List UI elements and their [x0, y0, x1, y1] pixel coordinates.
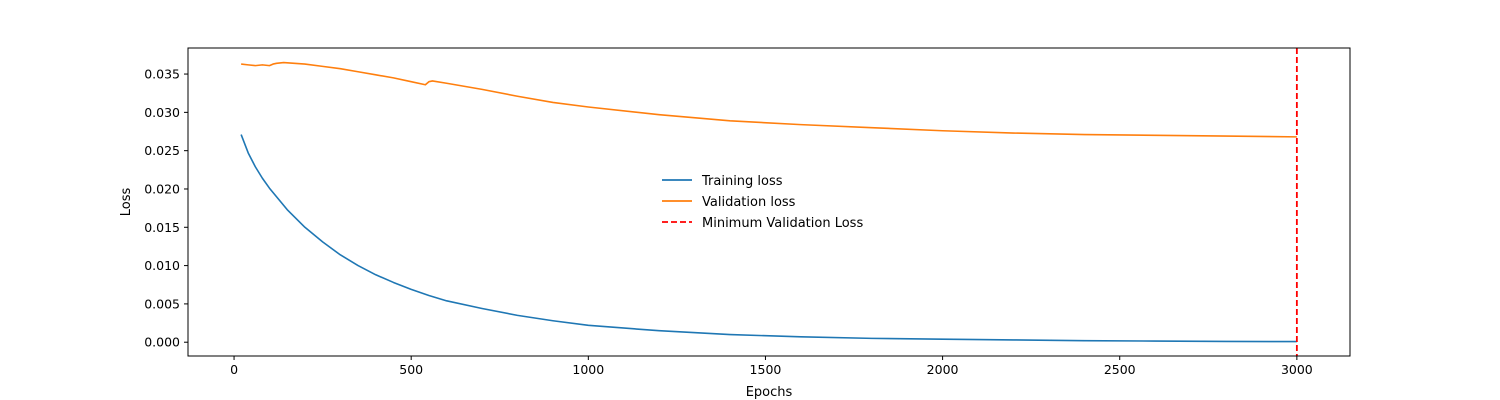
y-axis-label: Loss [119, 188, 134, 217]
x-tick-label: 3000 [1281, 362, 1313, 377]
x-tick-label: 500 [399, 362, 423, 377]
x-tick-label: 1500 [750, 362, 782, 377]
x-tick-label: 0 [230, 362, 238, 377]
x-axis-label: Epochs [746, 385, 793, 400]
series-line-validation-loss [241, 61, 1297, 138]
series-line-training-loss [240, 134, 1297, 343]
legend-label-validation-loss: Validation loss [702, 195, 796, 210]
y-tick-label: 0.020 [144, 181, 180, 196]
x-tick-label: 2500 [1104, 362, 1136, 377]
y-tick-label: 0.005 [144, 296, 180, 311]
y-tick-label: 0.015 [144, 220, 180, 235]
plot-area [188, 48, 1350, 356]
legend: Training loss Validation loss Minimum Vali… [662, 174, 863, 231]
y-tick-label: 0.000 [144, 335, 180, 350]
y-tick-label: 0.030 [144, 105, 180, 120]
y-axis-ticks: 0.000 0.005 0.010 0.015 0.020 0.025 0.030 0.035 [144, 67, 188, 350]
x-tick-label: 2000 [927, 362, 959, 377]
y-tick-label: 0.025 [144, 143, 180, 158]
x-tick-label: 1000 [572, 362, 604, 377]
y-tick-label: 0.035 [144, 67, 180, 82]
legend-label-training-loss: Training loss [701, 174, 783, 189]
x-axis-ticks: 0 500 1000 1500 2000 2500 3000 [230, 356, 1313, 377]
plot-frame [187, 47, 1351, 357]
series-layer [240, 61, 1297, 343]
y-tick-label: 0.010 [144, 258, 180, 273]
legend-label-minimum-validation-loss: Minimum Validation Loss [702, 216, 863, 231]
